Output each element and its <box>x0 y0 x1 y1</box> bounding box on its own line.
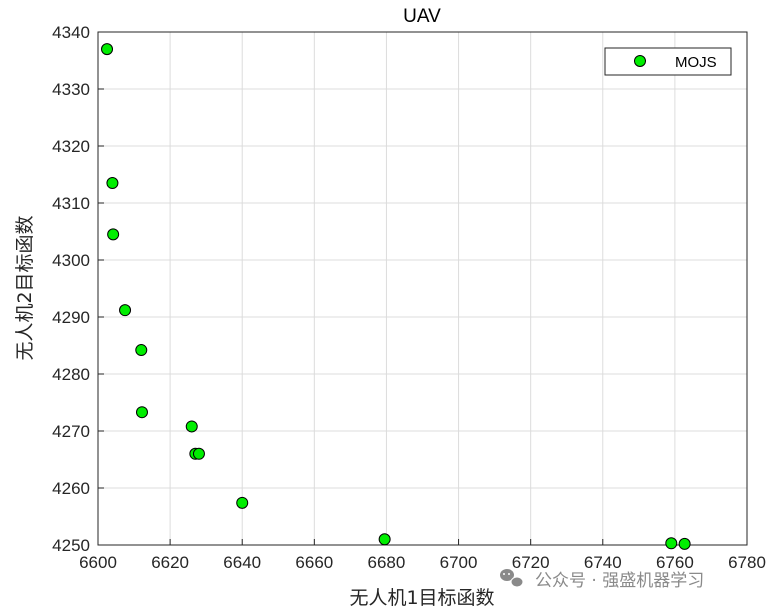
x-tick-label: 6760 <box>656 553 694 572</box>
y-tick-label: 4260 <box>52 479 90 498</box>
legend-label: MOJS <box>675 54 717 71</box>
y-tick-label: 4250 <box>52 536 90 555</box>
y-tick-label: 4320 <box>52 137 90 156</box>
watermark-text: 公众号 · 强盛机器学习 <box>535 571 704 591</box>
data-point <box>106 177 119 190</box>
y-axis-ticks: 4250 4260 4270 4280 4290 4300 4310 4320 4330 4340 <box>52 23 104 555</box>
x-tick-label: 6680 <box>368 553 406 572</box>
x-tick-label: 6740 <box>584 553 622 572</box>
y-tick-label: 4270 <box>52 422 90 441</box>
y-tick-label: 4290 <box>52 308 90 327</box>
x-axis-ticks: 6600 6620 6640 6660 6680 6700 6720 6740 6760 6780 <box>79 539 766 572</box>
data-point <box>678 537 691 550</box>
x-tick-label: 6720 <box>512 553 550 572</box>
data-point <box>101 43 114 56</box>
x-tick-label: 6780 <box>728 553 766 572</box>
x-tick-label: 6620 <box>151 553 189 572</box>
y-tick-label: 4310 <box>52 194 90 213</box>
data-point <box>135 344 148 357</box>
watermark: 公众号 · 强盛机器学习 <box>500 569 704 591</box>
y-axis-label: 无人机2目标函数 <box>14 215 36 360</box>
x-tick-label: 6600 <box>79 553 117 572</box>
legend-marker <box>634 55 646 67</box>
y-tick-label: 4300 <box>52 251 90 270</box>
x-tick-label: 6700 <box>440 553 478 572</box>
legend-box <box>604 47 732 76</box>
data-points <box>101 43 691 550</box>
chart-title: UAV <box>403 6 441 27</box>
data-point <box>192 447 205 460</box>
y-tick-label: 4280 <box>52 365 90 384</box>
plot-area <box>98 32 747 545</box>
y-tick-label: 4340 <box>52 23 90 42</box>
data-point <box>107 228 120 241</box>
data-point <box>185 420 198 433</box>
data-point <box>665 537 678 550</box>
x-tick-label: 6640 <box>223 553 261 572</box>
wechat-icon <box>500 569 524 588</box>
y-tick-label: 4330 <box>52 80 90 99</box>
plot-frame <box>97 31 748 546</box>
data-point <box>135 406 148 419</box>
data-point <box>378 533 391 546</box>
x-axis-label: 无人机1目标函数 <box>349 587 494 609</box>
data-point <box>236 496 249 509</box>
x-tick-label: 6660 <box>295 553 333 572</box>
data-point <box>119 304 132 317</box>
legend: MOJS <box>604 47 732 76</box>
